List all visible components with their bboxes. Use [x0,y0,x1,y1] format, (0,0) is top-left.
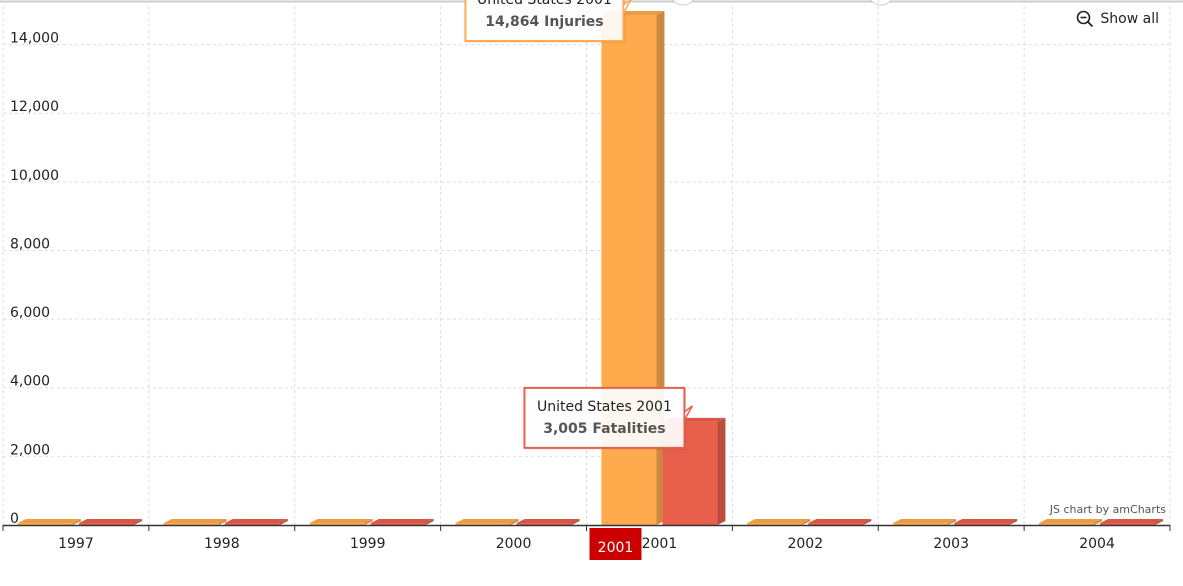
grid [2,0,1171,525]
bar-top-fatalities-1999 [370,518,434,523]
cursor-category-label: 2001 [598,540,634,556]
bar-injuries-1998[interactable] [163,523,219,525]
bar-fatalities-2002[interactable] [808,523,864,525]
bar-fatalities-2004[interactable] [1100,523,1156,525]
tooltip-fatalities: United States 2001 3,005 Fatalities [523,386,694,450]
axes: 0 2,000 4,000 6,000 8,000 10,000 12,000 14,000 1… [2,31,1171,560]
bar-top-injuries-2004 [1039,519,1103,523]
scrollbar-grip-right[interactable] [868,0,894,6]
bar-side-injuries-1999 [364,519,373,525]
x-tick-label: 2001 [642,536,678,552]
y-tick-label: 10,000 [10,168,59,184]
bar-top-fatalities-2004 [1100,519,1164,523]
bar-injuries-2000[interactable] [455,523,511,525]
x-tick-label: 2002 [787,536,823,552]
tooltip-box [523,386,686,449]
x-tick-label: 1998 [204,536,240,552]
tooltip-title: United States 2001 [477,0,612,8]
x-tick-label: 2003 [933,536,969,552]
bar-side-injuries-2004 [1094,519,1103,525]
y-tick-label: 14,000 [10,31,59,47]
bar-top-fatalities-1998 [224,519,288,523]
amcharts-credit[interactable]: JS chart by amCharts [1049,503,1166,516]
tooltip-title: United States 2001 [537,399,672,415]
bar-side-fatalities-2002 [863,519,872,525]
show-all-button[interactable]: Show all [1076,10,1159,28]
y-tick-label: 0 [10,511,19,527]
y-tick-label: 4,000 [10,374,50,390]
bar-top-fatalities-2002 [808,519,872,523]
bar-top-injuries-2000 [455,519,519,523]
x-tick-label: 2000 [496,536,532,552]
scrollbar-grip-left[interactable] [670,0,696,6]
x-tick-label: 1999 [350,536,386,552]
zoom-out-icon [1077,10,1094,28]
bar-fatalities-2003[interactable] [954,523,1010,525]
bar-side-injuries-2003 [948,519,957,525]
bar-fatalities-2000[interactable] [516,523,572,525]
bar-top-fatalities-2003 [954,519,1018,523]
bar-injuries-2003[interactable] [893,523,949,525]
cursor-category-badge [589,528,642,560]
bar-top-injuries-1999 [309,519,373,523]
bar-injuries-1997[interactable] [17,523,73,525]
x-tick-label: 1997 [58,536,94,552]
bar-top-injuries-1998 [163,519,227,523]
bar-side-fatalities-1999 [425,518,434,525]
bar-side-fatalities-2001 [717,417,726,525]
bar-top-injuries-1997 [17,519,81,523]
bar-side-injuries-1998 [218,519,227,525]
bar-side-fatalities-2000 [571,519,580,525]
bar-side-fatalities-1998 [279,519,288,525]
x-tick-label: 2004 [1079,536,1115,552]
bar-top-injuries-2003 [893,519,957,523]
tooltip-pointer [622,0,632,16]
tooltip-pointer [683,405,694,423]
y-tick-label: 8,000 [10,236,50,252]
tooltip-injuries: United States 2001 14,864 Injuries [464,0,632,43]
bar-side-fatalities-2004 [1155,519,1164,525]
tooltip-value: 14,864 Injuries [485,14,603,30]
bar-top-fatalities-2000 [516,519,580,523]
tooltip-box [464,0,625,42]
bar-fatalities-1997[interactable] [78,523,134,525]
y-tick-label: 12,000 [10,99,59,115]
bar-fatalities-1998[interactable] [224,523,280,525]
bar-side-injuries-1997 [72,519,81,525]
bar-top-fatalities-1997 [78,519,142,523]
bar-injuries-1999[interactable] [309,523,365,525]
bar-injuries-2002[interactable] [747,523,803,525]
show-all-label: Show all [1100,11,1159,27]
y-tick-label: 6,000 [10,305,50,321]
bar-fatalities-1999[interactable] [370,522,426,525]
bar-side-fatalities-2003 [1009,519,1018,525]
y-tick-label: 2,000 [10,442,50,458]
bar-side-injuries-2000 [510,519,519,525]
bar-injuries-2004[interactable] [1039,523,1095,525]
tooltip-value: 3,005 Fatalities [543,421,665,437]
bar-top-injuries-2002 [747,519,811,523]
bar-side-injuries-2002 [802,519,811,525]
bar-side-fatalities-1997 [133,519,142,525]
